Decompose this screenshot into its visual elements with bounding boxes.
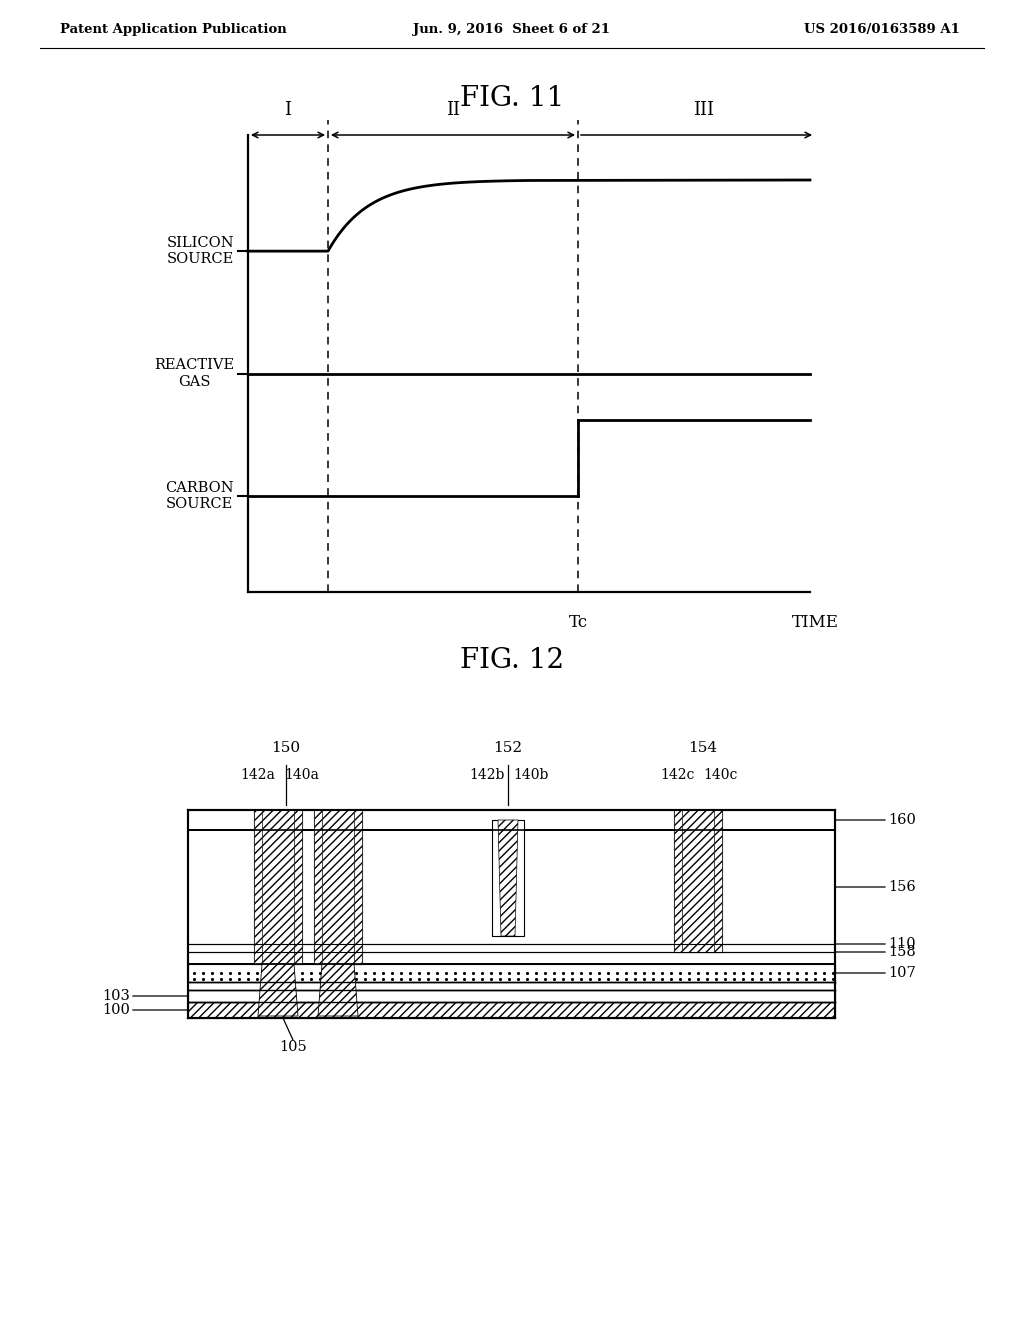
Text: III: III xyxy=(693,102,715,119)
Polygon shape xyxy=(498,820,518,936)
Text: SILICON
SOURCE: SILICON SOURCE xyxy=(166,236,234,267)
Text: 140c: 140c xyxy=(703,768,737,781)
Polygon shape xyxy=(188,810,835,830)
Text: 103: 103 xyxy=(102,989,188,1003)
Text: 156: 156 xyxy=(835,880,915,894)
Text: I: I xyxy=(285,102,292,119)
Text: 142c: 142c xyxy=(660,768,695,781)
Polygon shape xyxy=(262,810,294,964)
Text: 100: 100 xyxy=(102,1003,188,1016)
Text: 150: 150 xyxy=(271,741,301,755)
Text: CARBON
SOURCE: CARBON SOURCE xyxy=(165,480,234,511)
Polygon shape xyxy=(682,810,714,952)
Text: 158: 158 xyxy=(835,945,915,960)
Text: US 2016/0163589 A1: US 2016/0163589 A1 xyxy=(804,24,961,37)
Text: FIG. 12: FIG. 12 xyxy=(460,647,564,673)
Polygon shape xyxy=(318,964,358,1016)
Text: Patent Application Publication: Patent Application Publication xyxy=(60,24,287,37)
Text: TIME: TIME xyxy=(792,614,839,631)
Text: 140b: 140b xyxy=(513,768,549,781)
Polygon shape xyxy=(314,810,362,964)
Polygon shape xyxy=(714,810,722,952)
Text: 152: 152 xyxy=(494,741,522,755)
Polygon shape xyxy=(674,810,722,952)
Text: 105: 105 xyxy=(280,1040,307,1053)
Text: 154: 154 xyxy=(688,741,718,755)
Text: Jun. 9, 2016  Sheet 6 of 21: Jun. 9, 2016 Sheet 6 of 21 xyxy=(414,24,610,37)
Text: 107: 107 xyxy=(835,966,915,979)
Polygon shape xyxy=(294,810,302,964)
Text: Tc: Tc xyxy=(568,614,588,631)
Text: 142a: 142a xyxy=(240,768,275,781)
Polygon shape xyxy=(254,810,302,964)
Text: REACTIVE
GAS: REACTIVE GAS xyxy=(154,359,234,388)
Polygon shape xyxy=(188,830,835,964)
Polygon shape xyxy=(258,964,298,1016)
Polygon shape xyxy=(188,990,835,1002)
Polygon shape xyxy=(314,810,322,964)
Polygon shape xyxy=(254,810,262,964)
Text: 142b: 142b xyxy=(470,768,505,781)
Polygon shape xyxy=(492,820,524,936)
Polygon shape xyxy=(354,810,362,964)
Text: 160: 160 xyxy=(835,813,915,828)
Polygon shape xyxy=(188,1002,835,1018)
Polygon shape xyxy=(674,810,682,952)
Text: 140a: 140a xyxy=(284,768,318,781)
Polygon shape xyxy=(322,810,354,964)
Text: II: II xyxy=(446,102,460,119)
Polygon shape xyxy=(188,964,835,982)
Text: 110: 110 xyxy=(835,937,915,950)
Text: FIG. 11: FIG. 11 xyxy=(460,84,564,111)
